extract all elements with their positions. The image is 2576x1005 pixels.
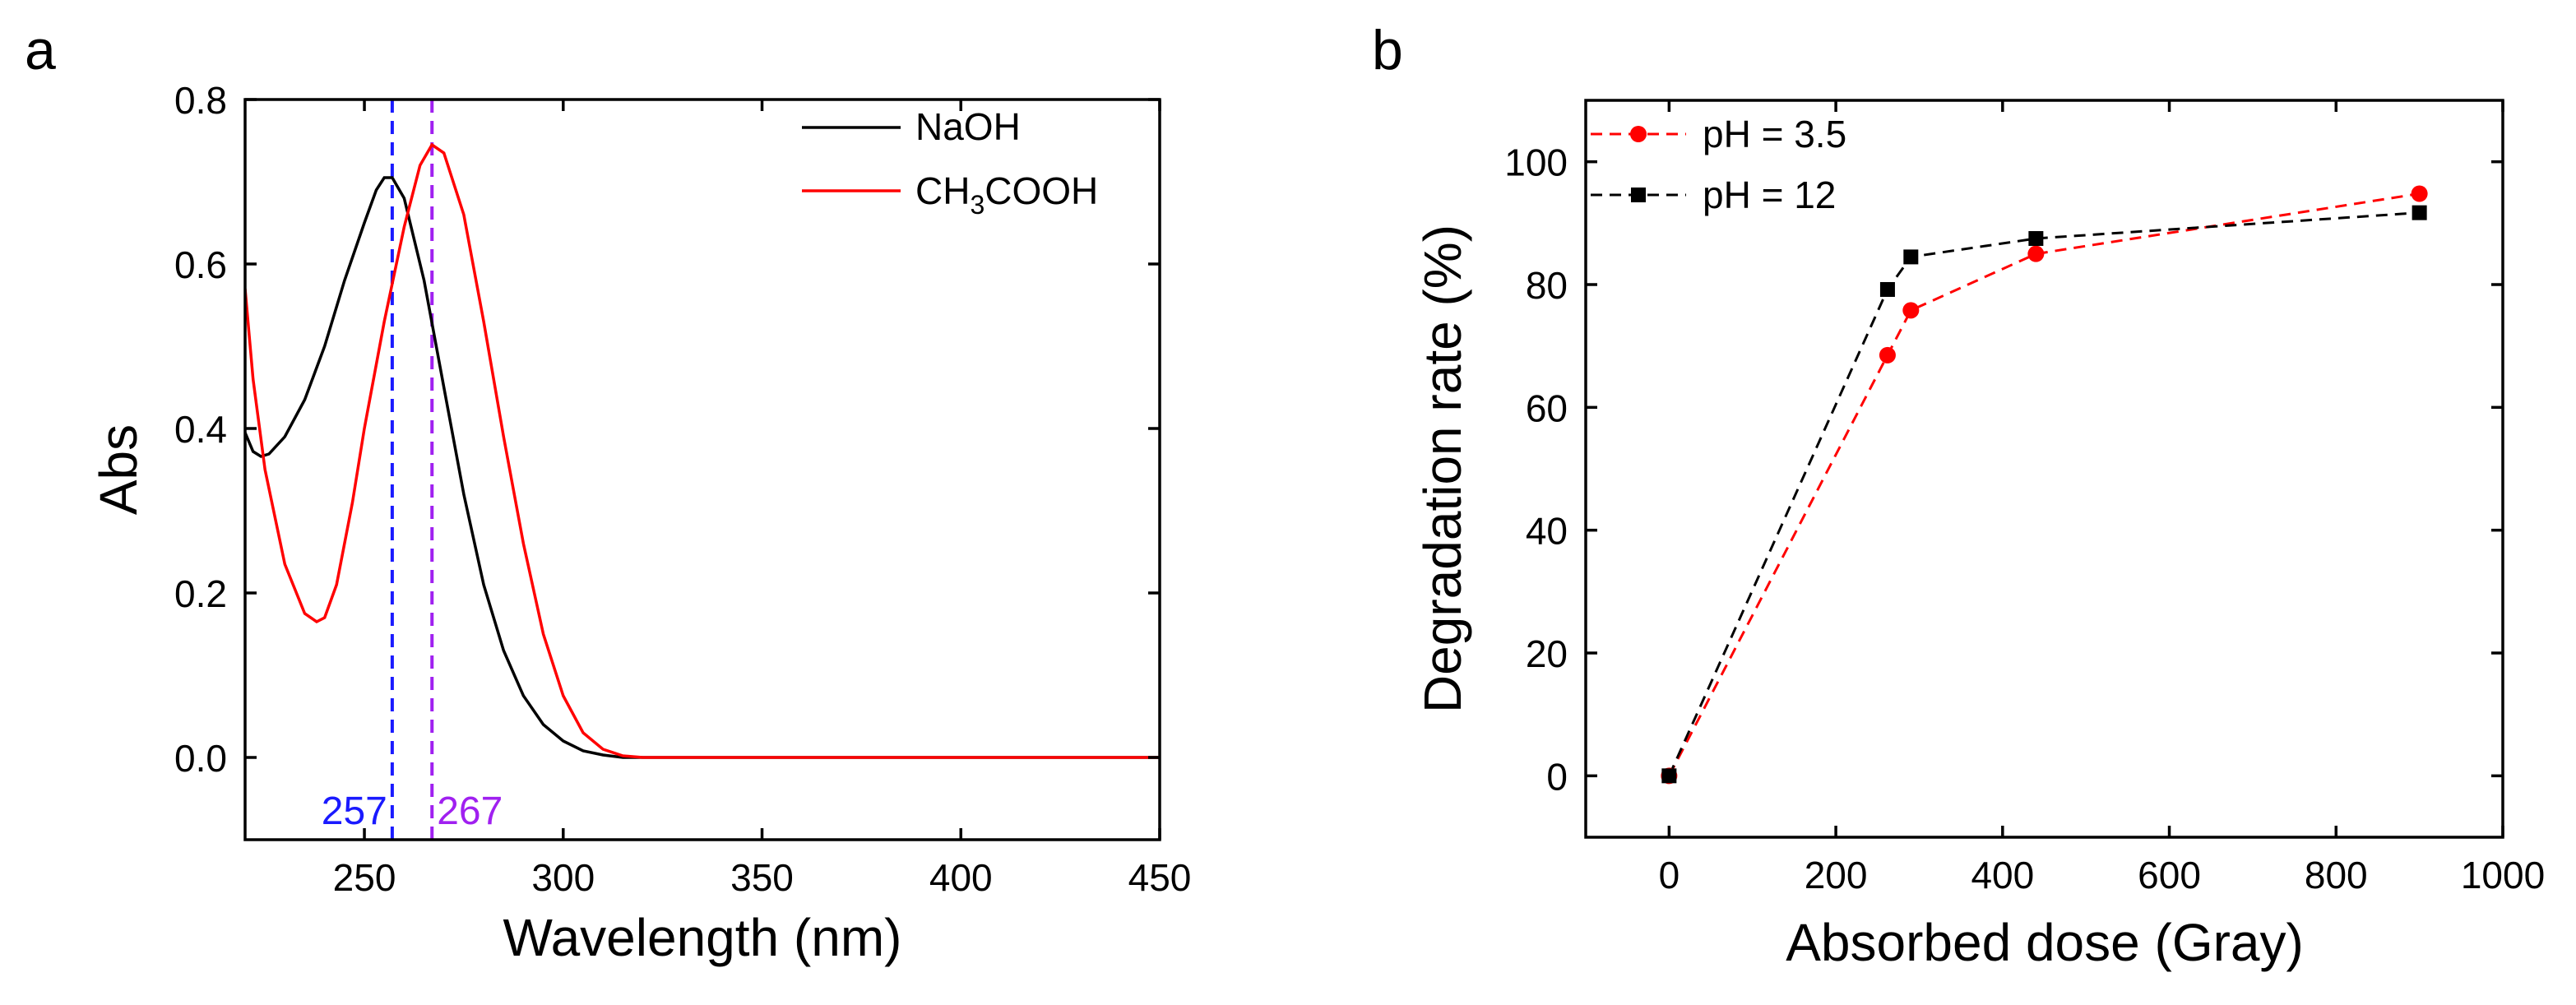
data-point-ph-3-5 xyxy=(1879,346,1896,364)
axis-ticks-b: 0 200 400 600 800 1000 0 20 40 60 80 100 xyxy=(1504,100,2545,896)
x-axis-label-b: Absorbed dose (Gray) xyxy=(1786,913,2304,972)
x-tick-label: 300 xyxy=(531,856,595,899)
series-points-ph-3-5 xyxy=(1661,185,2428,785)
plot-frame-a xyxy=(243,98,1161,841)
legend-label-ch3cooh: CH3COOH xyxy=(915,169,1098,220)
x-tick-label: 400 xyxy=(1971,854,2034,896)
y-tick-label: 0.8 xyxy=(174,79,227,122)
series-line-ph-12 xyxy=(1668,211,2420,776)
data-point-ph-12 xyxy=(2028,231,2044,246)
x-tick-label: 1000 xyxy=(2461,854,2545,896)
x-tick-label: 350 xyxy=(730,856,794,899)
panel-a: a 250 300 350 400 450 0.0 0.2 0.4 0.6 0.8 257 267… xyxy=(25,19,1191,967)
x-tick-label: 800 xyxy=(2305,854,2368,896)
x-tick-label: 250 xyxy=(333,856,396,899)
axis-ticks-a: 250 300 350 400 450 0.0 0.2 0.4 0.6 0.8 xyxy=(174,79,1191,899)
x-tick-label: 600 xyxy=(2138,854,2201,896)
legend-marker-ph-12 xyxy=(1631,188,1646,202)
data-point-ph-12 xyxy=(2412,205,2427,220)
y-axis-label-a: Abs xyxy=(89,424,148,515)
legend-label-ph-12: pH = 12 xyxy=(1703,174,1836,216)
y-tick-label: 0 xyxy=(1546,755,1568,798)
legend-marker-ph-3-5 xyxy=(1630,126,1647,142)
y-tick-label: 0.0 xyxy=(174,737,227,780)
y-axis-label-b: Degradation rate (%) xyxy=(1413,225,1472,713)
panel-b-label: b xyxy=(1372,19,1403,81)
series-line-naoh xyxy=(245,176,1160,759)
x-tick-label: 450 xyxy=(1128,856,1192,899)
legend-b: pH = 3.5 pH = 12 xyxy=(1591,113,1846,216)
x-axis-label-a: Wavelength (nm) xyxy=(503,908,902,967)
data-point-ph-3-5 xyxy=(2027,245,2045,262)
y-tick-label: 40 xyxy=(1526,510,1568,553)
series-points-ph-12 xyxy=(1661,205,2427,784)
plot-frame-b xyxy=(1584,99,2504,839)
data-point-ph-3-5 xyxy=(1902,302,1920,319)
legend-label-naoh: NaOH xyxy=(915,105,1021,148)
x-tick-label: 200 xyxy=(1805,854,1868,896)
y-tick-label: 0.6 xyxy=(174,243,227,286)
x-tick-label: 400 xyxy=(929,856,993,899)
series-line-ch3cooh xyxy=(245,142,1160,759)
legend-label-ph-3-5: pH = 3.5 xyxy=(1703,113,1846,155)
y-tick-label: 0.2 xyxy=(174,572,227,615)
panel-a-label: a xyxy=(25,19,56,81)
y-tick-label: 0.4 xyxy=(174,408,227,451)
panel-b: b 0 200 400 600 800 1000 0 20 40 60 80 100 Absorbed… xyxy=(1372,19,2545,972)
data-point-ph-12 xyxy=(1661,768,1677,784)
y-tick-label: 60 xyxy=(1526,387,1568,429)
data-point-ph-12 xyxy=(1903,249,1919,265)
y-tick-label: 20 xyxy=(1526,632,1568,675)
marker-label-267: 267 xyxy=(437,790,503,833)
series-line-ph-3-5 xyxy=(1668,192,2420,776)
y-tick-label: 100 xyxy=(1504,141,1568,184)
marker-label-257: 257 xyxy=(322,790,387,833)
y-tick-label: 80 xyxy=(1526,264,1568,307)
legend-a: NaOH CH3COOH xyxy=(802,105,1098,220)
data-point-ph-12 xyxy=(1879,281,1895,297)
data-point-ph-3-5 xyxy=(2411,185,2428,202)
x-tick-label: 0 xyxy=(1659,854,1680,896)
